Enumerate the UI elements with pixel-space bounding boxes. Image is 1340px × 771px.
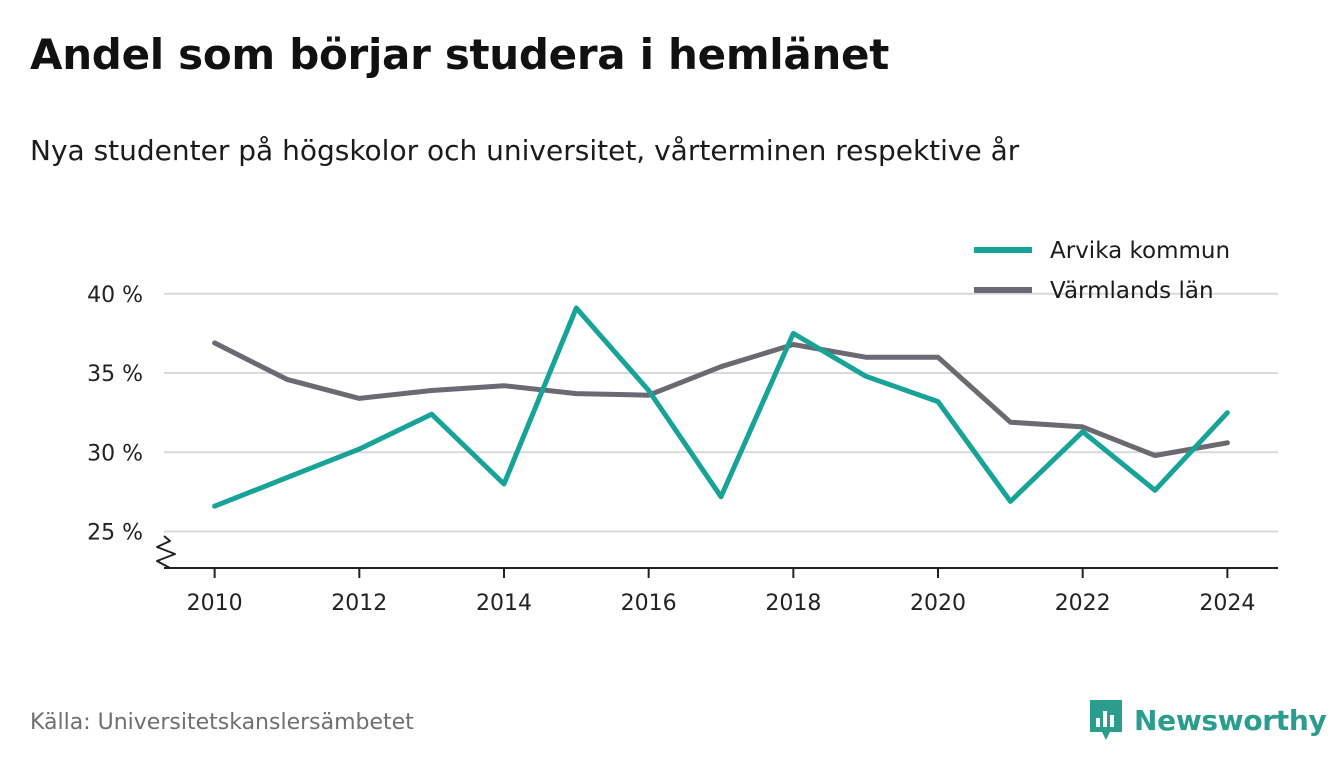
y-tick-label-25: 25 %: [87, 521, 143, 546]
x-tick-label-2022: 2022: [1055, 591, 1111, 616]
grid-lines: [164, 292, 1278, 533]
x-tick-label-2016: 2016: [621, 591, 677, 616]
legend-label-arvika: Arvika kommun: [1050, 238, 1230, 264]
series-line-varmland: [212, 340, 1230, 458]
x-tick-label-2024: 2024: [1199, 591, 1255, 616]
series-lines: [212, 305, 1230, 509]
chart-subtitle: Nya studenter på högskolor och universit…: [30, 134, 1020, 167]
axis-break-mark: [156, 535, 176, 569]
y-tick-label-40: 40 %: [87, 283, 143, 308]
brand-name: Newsworthy: [1134, 703, 1327, 737]
series-line-arvika: [212, 305, 1230, 509]
x-axis-ticks: 2010 2012 2014 2016 2018 2020 2022 2024: [187, 568, 1255, 616]
x-tick-label-2018: 2018: [765, 591, 821, 616]
source-note: Källa: Universitetskanslersämbetet: [30, 710, 414, 735]
y-tick-label-30: 30 %: [87, 441, 143, 466]
legend-label-varmland: Värmlands län: [1050, 278, 1214, 304]
y-axis-ticks: 25 % 30 % 35 % 40 %: [87, 283, 143, 546]
chart-title: Andel som börjar studera i hemlänet: [30, 30, 889, 79]
x-tick-label-2020: 2020: [910, 591, 966, 616]
axes: [156, 535, 1278, 569]
x-tick-label-2014: 2014: [476, 591, 532, 616]
x-tick-label-2010: 2010: [187, 591, 243, 616]
brand-logo: Newsworthy: [1088, 698, 1327, 742]
legend: Arvika kommun Värmlands län: [974, 238, 1230, 304]
x-tick-label-2012: 2012: [331, 591, 387, 616]
newsworthy-logo-icon: [1090, 700, 1122, 740]
y-tick-label-35: 35 %: [87, 362, 143, 387]
